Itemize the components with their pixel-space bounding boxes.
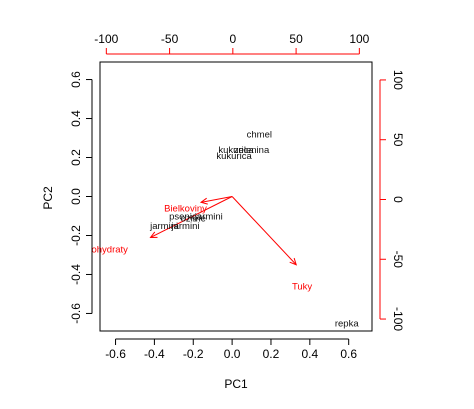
observation-label: jarmini <box>194 211 223 222</box>
top-tick-label: 100 <box>349 32 369 46</box>
variable-arrow <box>231 196 297 266</box>
right-tick-label: -50 <box>391 251 405 269</box>
right-tick-label: 0 <box>391 196 405 203</box>
x-tick-label: 0.0 <box>224 347 241 361</box>
variable-label: Bielkoviny <box>164 204 207 215</box>
x-tick-label: 0.4 <box>301 347 318 361</box>
y-tick-label: -0.2 <box>69 225 83 246</box>
top-tick-label: -50 <box>161 32 179 46</box>
y-axis-label: PC2 <box>41 186 55 210</box>
top-tick-label: 0 <box>229 32 236 46</box>
variable-label: ohydraty <box>91 245 128 256</box>
variable-arrow <box>150 196 233 238</box>
x-tick-label: -0.4 <box>144 347 165 361</box>
observation-label: chmel <box>247 130 272 141</box>
observation-label: ozime <box>181 213 206 224</box>
x-tick-label: 0.2 <box>263 347 280 361</box>
variable-labels: ohydraty Tuky Bielkoviny <box>91 204 312 293</box>
right-tick-label: -100 <box>391 307 405 331</box>
plot-frame-layer <box>99 61 373 332</box>
observation-label: zelenina <box>234 145 270 156</box>
y-tick-label: -0.6 <box>69 303 83 324</box>
plot-box <box>99 61 373 332</box>
x-axis-label: PC1 <box>224 377 248 391</box>
variable-arrowhead <box>149 231 158 238</box>
y-tick-label: -0.4 <box>69 264 83 285</box>
top-tick-label: 50 <box>289 32 303 46</box>
x-tick-label: 0.6 <box>340 347 357 361</box>
x-tick-label: -0.2 <box>183 347 204 361</box>
y-tick-label: 0.2 <box>69 149 83 166</box>
variable-arrowhead <box>199 197 208 205</box>
axes: -0.6 -0.4 -0.2 0.0 0.2 0.4 0.6 -0.6 -0.4 -0.2 0.0 0… <box>69 32 405 361</box>
variable-arrowhead <box>289 257 298 266</box>
observation-label: kukurica <box>218 145 254 156</box>
observation-label: psenica <box>169 211 202 222</box>
variable-arrow <box>200 196 233 203</box>
y-tick-label: 0.0 <box>69 188 83 205</box>
right-tick-label: 100 <box>391 70 405 90</box>
y-tick-label: 0.4 <box>69 110 83 127</box>
variable-label: Tuky <box>292 282 312 293</box>
observation-label: repka <box>335 319 359 330</box>
top-tick-label: -100 <box>94 32 118 46</box>
observation-label: jarmini <box>170 221 199 232</box>
variable-arrows <box>149 196 298 266</box>
observation-label: jarmini <box>149 221 178 232</box>
right-tick-label: 50 <box>391 133 405 147</box>
observation-label: kukurica <box>216 151 252 162</box>
x-tick-label: -0.6 <box>105 347 126 361</box>
y-tick-label: 0.6 <box>69 71 83 88</box>
